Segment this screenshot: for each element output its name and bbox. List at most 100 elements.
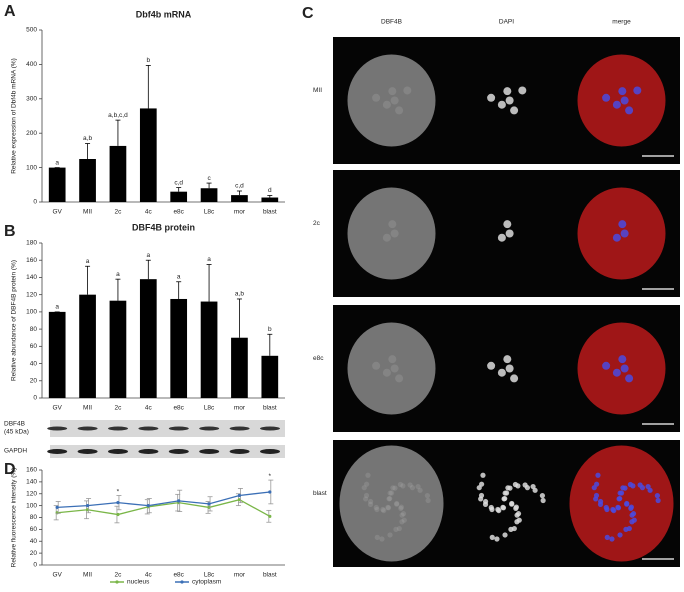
nucleus-dot — [610, 506, 616, 513]
x-tick-label: 4c — [145, 572, 153, 579]
blot-label: GAPDH — [4, 448, 27, 455]
nucleus-dot — [382, 233, 391, 242]
y-tick-label: 60 — [30, 343, 38, 350]
y-tick-label: 400 — [26, 61, 37, 68]
nucleus-dot — [390, 485, 396, 491]
nucleus-dot — [424, 493, 430, 499]
blot-band — [108, 449, 128, 454]
x-tick-label: e8c — [173, 572, 184, 579]
nucleus-dot — [620, 364, 629, 373]
blot-band — [168, 426, 189, 431]
bar — [79, 159, 96, 202]
column-label: DBF4B — [381, 19, 402, 26]
nucleus-dot — [602, 93, 611, 102]
nucleus-dot — [487, 93, 496, 102]
nucleus-dot — [507, 485, 513, 491]
y-tick-label: 500 — [26, 27, 37, 34]
x-tick-label: GV — [52, 209, 62, 216]
nucleus-dot — [365, 472, 371, 478]
row-label: 2c — [313, 220, 321, 227]
nucleus-dot — [612, 368, 621, 377]
blot-band — [77, 449, 98, 454]
error-bar — [115, 119, 121, 146]
nucleus-dot — [407, 482, 413, 488]
blot-band — [108, 426, 128, 431]
y-tick-label: 80 — [30, 326, 38, 333]
nucleus-dot — [381, 507, 387, 514]
nucleus-dot — [387, 490, 393, 496]
y-tick-label: 40 — [30, 360, 38, 367]
row-label: MII — [313, 87, 322, 94]
nucleus-dot — [417, 487, 423, 493]
y-axis-label: Relative expression of Dbf4b mRNA (%) — [11, 58, 18, 174]
bar — [261, 197, 279, 202]
nucleus-dot — [503, 490, 510, 496]
nucleus-dot — [382, 368, 391, 377]
significance-label: * — [117, 488, 120, 495]
nucleus-dot — [497, 368, 506, 377]
bar — [139, 279, 157, 398]
nucleus-dot — [595, 472, 601, 478]
nucleus-dot — [415, 483, 421, 490]
y-tick-label: 20 — [30, 550, 38, 557]
nucleus-dot — [617, 532, 623, 538]
nucleus-dot — [488, 504, 494, 511]
x-tick-label: GV — [52, 405, 62, 412]
nucleus-dot — [382, 100, 391, 109]
nucleus-dot — [367, 498, 374, 505]
point — [177, 499, 181, 503]
point — [268, 490, 272, 494]
nucleus-dot — [505, 96, 514, 105]
column-label: DAPI — [499, 19, 514, 26]
significance-label: d — [268, 187, 272, 194]
panel-label: D — [4, 461, 16, 478]
blot-band — [138, 449, 159, 454]
nucleus-dot — [609, 536, 615, 542]
nucleus-dot — [372, 361, 381, 370]
x-tick-label: blast — [263, 209, 277, 216]
error-bar — [176, 281, 182, 299]
micrograph — [448, 440, 565, 567]
y-tick-label: 80 — [30, 514, 38, 521]
blot-band — [199, 426, 220, 431]
bar — [48, 311, 66, 398]
x-tick-label: 4c — [145, 209, 153, 216]
error-bar — [145, 65, 151, 109]
nucleus-dot — [603, 504, 609, 511]
nucleus-dot — [403, 86, 412, 95]
nucleus-dot — [654, 493, 660, 499]
significance-label: a,b,c,d — [108, 112, 128, 119]
nucleus-dot — [620, 96, 629, 105]
nucleus-dot — [374, 506, 380, 513]
y-axis-label: Relative fluorescence intensity (%) — [11, 468, 18, 568]
nucleus-dot — [401, 517, 407, 523]
significance-label: b — [147, 57, 151, 64]
y-tick-label: 200 — [26, 130, 37, 137]
nucleus-dot — [400, 483, 406, 489]
nucleus-dot — [388, 87, 397, 96]
nucleus-dot — [625, 374, 634, 383]
blot-strip — [50, 445, 285, 458]
x-tick-label: MII — [83, 572, 92, 579]
nucleus-dot — [509, 501, 515, 507]
nucleus-dot — [515, 483, 521, 489]
nucleus-dot — [508, 526, 514, 532]
nucleus-dot — [505, 229, 514, 238]
significance-label: b — [268, 326, 272, 333]
nucleus-dot — [374, 534, 380, 540]
y-tick-label: 100 — [26, 502, 37, 509]
point — [207, 502, 211, 506]
bar — [261, 355, 279, 398]
row-label: e8c — [313, 355, 324, 362]
y-tick-label: 160 — [26, 257, 37, 264]
x-tick-label: e8c — [173, 405, 184, 412]
nucleus-dot — [503, 220, 512, 229]
significance-label: c — [207, 175, 211, 182]
point — [55, 505, 59, 510]
legend-marker — [115, 580, 119, 584]
bar — [231, 195, 248, 202]
line — [57, 491, 270, 509]
bar — [231, 337, 248, 398]
nucleus-dot — [495, 506, 501, 513]
